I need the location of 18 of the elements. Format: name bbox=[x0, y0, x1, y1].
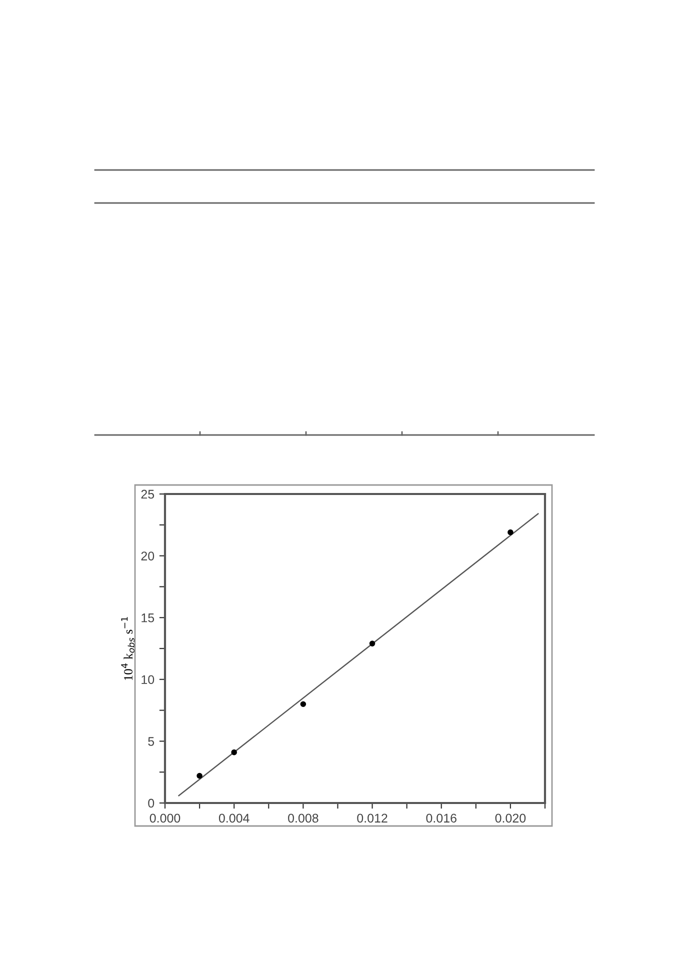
y-tick-label: 5 bbox=[148, 737, 154, 746]
y-tick-label: 25 bbox=[141, 490, 154, 499]
point bbox=[231, 749, 237, 756]
y-tick-label: 15 bbox=[142, 614, 154, 622]
point bbox=[508, 529, 514, 536]
x-tick-label: 0.020 bbox=[495, 814, 526, 823]
x-tick-label: 0.008 bbox=[288, 814, 318, 823]
point bbox=[369, 640, 376, 646]
point bbox=[196, 772, 202, 779]
x-tick-label: 0.004 bbox=[218, 814, 250, 823]
x-tick-label: 0.000 bbox=[150, 814, 180, 823]
x-tick-label: 0.012 bbox=[357, 814, 388, 823]
y-tick-label: 20 bbox=[141, 552, 154, 560]
y-axis-title: 10$^{4}$ k$_{obs}$ s$^{−1}$ bbox=[121, 617, 135, 680]
point bbox=[300, 701, 306, 708]
y-tick-label: 0 bbox=[148, 798, 154, 808]
x-tick-label: 0.016 bbox=[426, 814, 456, 823]
y-tick-label: 10 bbox=[142, 675, 154, 684]
